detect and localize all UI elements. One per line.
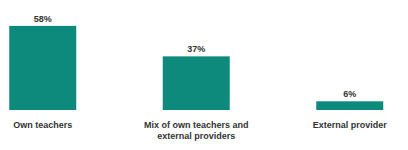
- bar: [163, 56, 230, 110]
- category-label: Own teachers: [13, 120, 72, 130]
- data-label: 6%: [343, 89, 356, 99]
- chart: 58% 37% 6% Own teachers Mix of own teachers …: [0, 0, 408, 150]
- bar: [9, 26, 76, 110]
- bars: [9, 26, 383, 110]
- data-label: 37%: [187, 44, 205, 54]
- bar: [316, 101, 383, 110]
- category-label: Mix of own teachers andexternal provider…: [144, 120, 249, 141]
- data-label: 58%: [34, 14, 52, 24]
- category-label: External provider: [313, 120, 388, 130]
